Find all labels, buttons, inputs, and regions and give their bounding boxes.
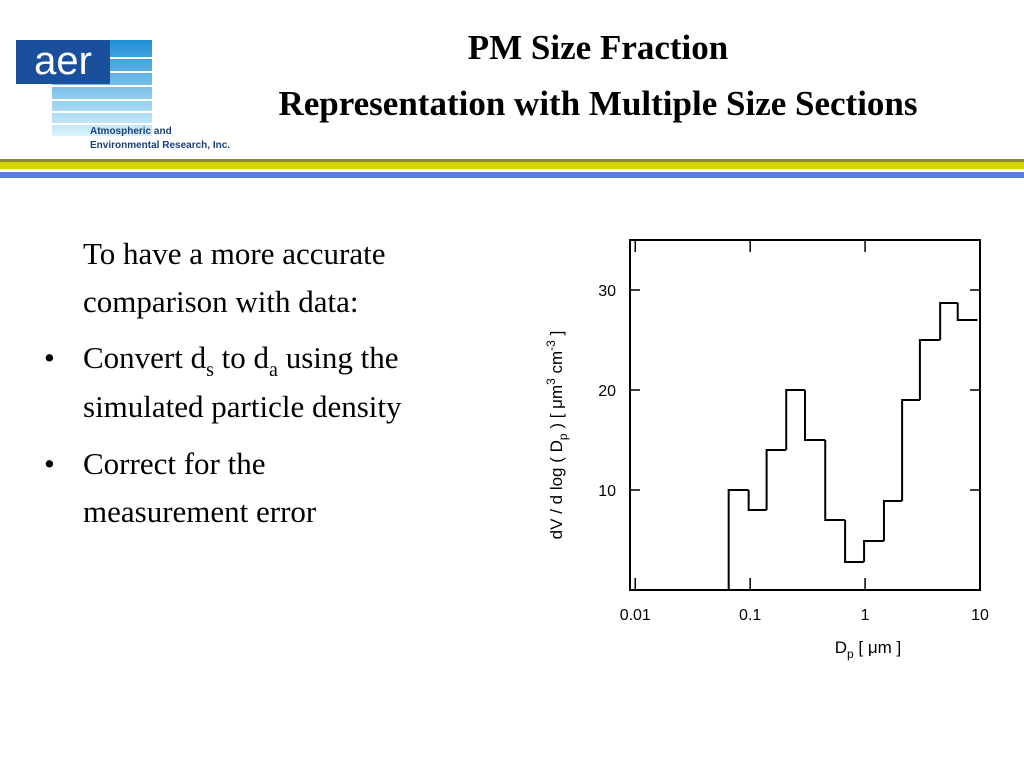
logo: aer Atmospheric and Environmental Resear…	[16, 39, 230, 151]
histogram-step	[901, 399, 920, 501]
logo-box	[16, 40, 110, 84]
header-band	[0, 159, 1024, 162]
bullet: measurement error	[83, 494, 317, 529]
histogram-step	[785, 389, 805, 450]
logo-text: aer	[34, 39, 92, 83]
x-axis-label: Dp [ μm ]	[835, 638, 902, 661]
x-tick-label: 10	[971, 607, 989, 624]
title: Representation with Multiple Size Sectio…	[278, 84, 917, 123]
histogram-step	[939, 302, 958, 340]
histogram-step	[956, 303, 978, 321]
plot-frame	[629, 239, 981, 591]
intro: comparison with data:	[83, 284, 359, 319]
x-tick-label: 0.01	[620, 607, 651, 624]
y-axis-label: dV / d log ( Dp ) [ μm3 cm-3 ]	[544, 331, 570, 540]
bullet-dot: •	[44, 340, 55, 375]
chart: Dp [ μm ] dV / d log ( Dp ) [ μm3 cm-3 ]…	[544, 239, 989, 661]
histogram-step	[727, 489, 749, 590]
y-tick-label: 30	[598, 283, 616, 300]
x-tick-label: 0.1	[739, 607, 761, 624]
title: PM Size Fraction	[468, 28, 728, 67]
org-name: Environmental Research, Inc.	[90, 140, 230, 151]
bullet: simulated particle density	[83, 389, 402, 424]
histogram-step	[765, 449, 787, 510]
header-band	[0, 159, 1024, 169]
histogram-step	[824, 440, 846, 521]
intro: To have a more accurate	[83, 236, 385, 271]
histogram-step	[863, 540, 884, 562]
y-tick-label: 10	[598, 483, 616, 500]
bullet: Convert ds to da using the	[83, 340, 399, 381]
header-band	[0, 172, 1024, 178]
histogram-step	[747, 490, 767, 511]
bullet-dot: •	[44, 446, 55, 481]
histogram-step	[804, 390, 826, 441]
org-name: Atmospheric and	[90, 126, 172, 137]
histogram-step	[882, 500, 903, 541]
y-tick-label: 20	[598, 383, 616, 400]
x-tick-label: 1	[861, 607, 870, 624]
body-text: To have a more accurate comparison with …	[44, 236, 402, 529]
bullet: Correct for the	[83, 446, 265, 481]
histogram-step	[844, 520, 865, 563]
histogram-step	[918, 339, 941, 400]
